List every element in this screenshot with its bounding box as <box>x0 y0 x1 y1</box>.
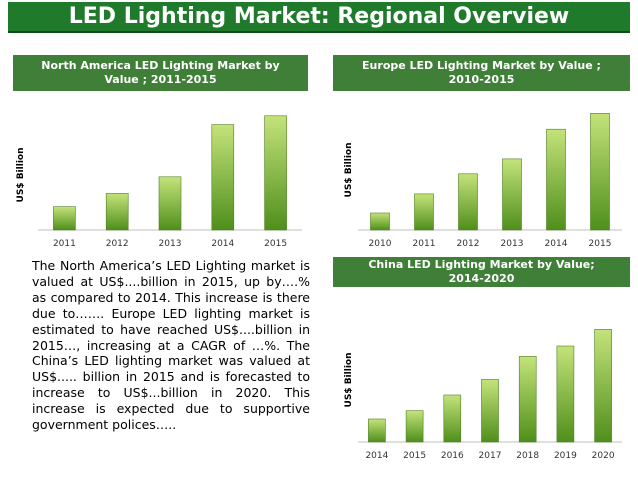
bar-2016 <box>443 394 462 443</box>
bar-2014 <box>546 128 566 231</box>
x-tick-label: 2012 <box>106 239 129 249</box>
china-bar-chart: 2014 2015 2016 2017 2018 2019 2020 US$ Billion <box>344 328 622 461</box>
bar-2012 <box>458 173 478 231</box>
x-tick-label: 2014 <box>365 451 388 461</box>
x-tick-label: 2015 <box>264 239 287 249</box>
x-tick-label: 2013 <box>501 239 524 249</box>
bar-2010 <box>370 212 390 231</box>
bar-2015 <box>264 115 287 231</box>
x-tick-label: 2014 <box>211 239 234 249</box>
x-tick-label: 2011 <box>53 239 76 249</box>
bar-2011 <box>414 193 434 231</box>
north-america-chart-header: North America LED Lighting Market by Val… <box>13 55 308 91</box>
bar-2014 <box>368 418 386 443</box>
europe-chart-header: Europe LED Lighting Market by Value ; 20… <box>333 55 630 91</box>
x-tick-label: 2019 <box>554 451 577 461</box>
x-tick-label: 2011 <box>413 239 436 249</box>
europe-chart-title-line2: 2010-2015 <box>448 73 515 86</box>
y-axis-label: US$ Billion <box>344 353 354 408</box>
china-chart-header: China LED Lighting Market by Value; 2014… <box>333 257 630 287</box>
x-tick-label: 2013 <box>159 239 182 249</box>
bar-2019 <box>556 345 575 443</box>
north-america-chart-title-line2: Value ; 2011-2015 <box>104 73 217 86</box>
bar-2011 <box>53 206 76 231</box>
x-tick-label: 2017 <box>479 451 502 461</box>
x-tick-label: 2012 <box>457 239 480 249</box>
bar-2015 <box>405 410 424 443</box>
europe-bar-chart: 2010 2011 2012 2013 2014 2015 US$ Billion <box>344 113 622 249</box>
europe-chart-title-line1: Europe LED Lighting Market by Value ; <box>362 59 601 72</box>
x-tick-label: 2020 <box>592 451 615 461</box>
bar-2017 <box>481 379 499 443</box>
bar-2014 <box>211 124 235 231</box>
x-tick-label: 2016 <box>441 451 464 461</box>
bar-2012 <box>105 193 129 231</box>
y-axis-label: US$ Billion <box>344 143 354 198</box>
x-tick-label: 2015 <box>589 239 612 249</box>
north-america-chart-title-line1: North America LED Lighting Market by <box>41 59 280 72</box>
china-chart-title-line2: 2014-2020 <box>448 272 515 285</box>
bar-2013 <box>502 158 522 231</box>
north-america-bar-chart: 2011 2012 2013 2014 2015 US$ Billion <box>16 115 302 249</box>
x-tick-label: 2015 <box>403 451 426 461</box>
bar-2013 <box>158 176 182 231</box>
x-tick-label: 2018 <box>516 451 539 461</box>
bar-2015 <box>590 113 610 231</box>
bar-2020 <box>594 328 612 443</box>
page-title: LED Lighting Market: Regional Overview <box>8 2 630 33</box>
x-tick-label: 2014 <box>545 239 568 249</box>
bar-2018 <box>518 356 537 443</box>
x-tick-label: 2010 <box>369 239 392 249</box>
china-chart-title-line1: China LED Lighting Market by Value; <box>368 258 595 271</box>
market-description: The North America’s LED Lighting market … <box>32 258 310 433</box>
y-axis-label: US$ Billion <box>16 148 26 203</box>
